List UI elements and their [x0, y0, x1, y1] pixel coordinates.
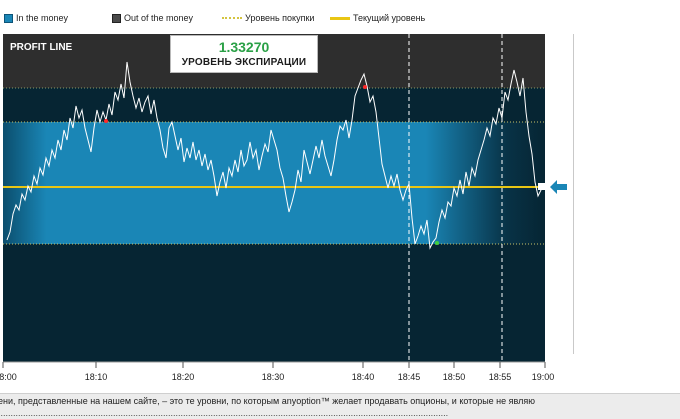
x-tick-label: 8:00 [0, 372, 17, 382]
buy-marker-green[interactable] [435, 241, 439, 245]
legend-buy-level-label: Уровень покупки [245, 13, 315, 23]
x-tick-label: 18:20 [171, 372, 195, 382]
expiry-label: УРОВЕНЬ ЭКСПИРАЦИИ [181, 57, 307, 68]
expiry-value: 1.33270 [218, 39, 270, 55]
legend-buy-level: Уровень покупки [222, 11, 314, 25]
legend-out-of-the-money: Out of the money [112, 11, 193, 25]
buy-marker-red-1[interactable] [104, 119, 108, 123]
buy-marker-red-2[interactable] [363, 85, 367, 89]
x-tick-label: 18:30 [261, 372, 285, 382]
legend-in-the-money-label: In the money [16, 13, 69, 23]
panel-divider [573, 34, 574, 354]
buy-level-line-icon [222, 17, 242, 19]
expiry-level-box: 1.33270 УРОВЕНЬ ЭКСПИРАЦИИ [170, 35, 318, 73]
legend-current-level: Текущий уровень [330, 11, 425, 25]
disclaimer-text: ени, представленные на нашем сайте, – эт… [0, 396, 535, 406]
x-tick-label: 18:45 [397, 372, 421, 382]
x-tick-label: 18:10 [84, 372, 108, 382]
legend-out-of-the-money-label: Out of the money [124, 13, 194, 23]
left-arrow-icon [550, 180, 567, 194]
current-level-line-icon [330, 16, 350, 20]
legend-in-the-money: In the money [4, 11, 68, 25]
current-price-box [538, 183, 545, 190]
out-of-money-upper-band [3, 88, 545, 122]
x-axis-ticks [2, 362, 546, 368]
chart-legend: In the money Out of the money Уровень по… [0, 0, 575, 33]
profit-line-label: PROFIT LINE [10, 42, 73, 53]
x-tick-label: 18:40 [351, 372, 375, 382]
x-tick-label: 19:00 [531, 372, 555, 382]
x-tick-label: 18:55 [488, 372, 512, 382]
price-line [6, 61, 545, 250]
in-the-money-swatch-icon [4, 13, 13, 23]
out-of-money-bottom-zone [3, 244, 545, 362]
in-the-money-zone [3, 122, 545, 244]
disclaimer-bar: ени, представленные на нашем сайте, – эт… [0, 393, 680, 419]
legend-current-level-label: Текущий уровень [353, 13, 426, 23]
out-of-the-money-swatch-icon [112, 13, 121, 23]
disclaimer-second-line: ........................................… [0, 408, 449, 418]
x-tick-label: 18:50 [442, 372, 466, 382]
right-side-panel [573, 34, 680, 384]
